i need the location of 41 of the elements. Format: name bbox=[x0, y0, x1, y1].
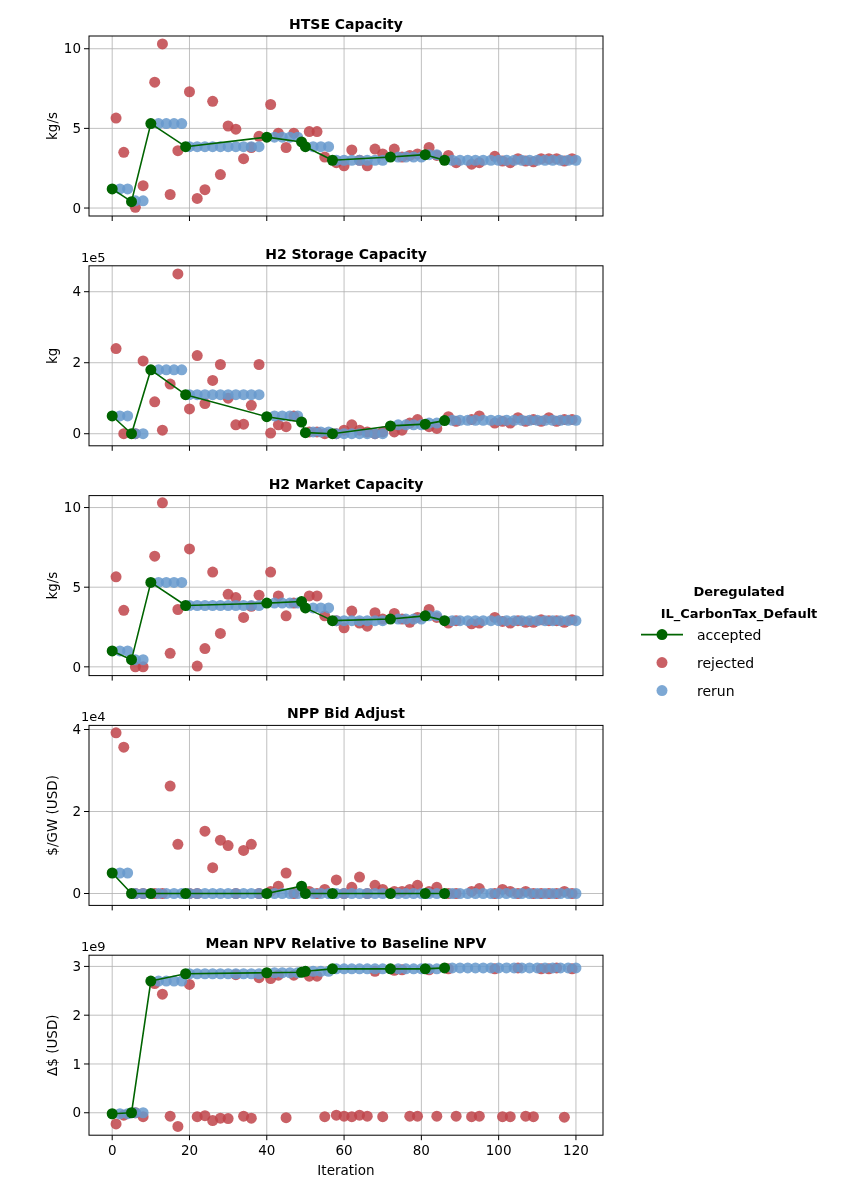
y-tick-label: 4 bbox=[72, 721, 81, 738]
y-tick-label: 4 bbox=[72, 283, 81, 300]
y-tick-label: 1 bbox=[72, 1055, 81, 1072]
text: 1e9 bbox=[81, 939, 106, 955]
y-axis-title: kg/s bbox=[44, 571, 60, 600]
x-tick-label: 80 bbox=[412, 1142, 430, 1159]
chart-title: NPP Bid Adjust bbox=[286, 705, 406, 722]
x-axis-title: Iteration bbox=[317, 1162, 375, 1179]
chart-title: H2 Storage Capacity bbox=[265, 245, 427, 262]
legend-label: rejected bbox=[697, 654, 755, 671]
x-tick-label: 120 bbox=[563, 1142, 589, 1159]
text: 1e4 bbox=[81, 709, 106, 725]
y-tick-label: 0 bbox=[72, 885, 81, 902]
legend-label: accepted bbox=[697, 626, 762, 643]
y-axis-title: kg/s bbox=[44, 112, 60, 140]
y-tick-label: 0 bbox=[72, 199, 81, 216]
y-tick-label: 0 bbox=[72, 658, 81, 675]
chart-title: Mean NPV Relative to Baseline NPV bbox=[205, 935, 487, 952]
x-tick-label: 0 bbox=[107, 1142, 117, 1159]
y-axis-title: Δ$ (USD) bbox=[44, 1014, 60, 1076]
legend-label: rerun bbox=[697, 682, 735, 699]
y-tick-label: 3 bbox=[72, 958, 81, 975]
chart-title: H2 Market Capacity bbox=[268, 475, 424, 492]
x-tick-label: 40 bbox=[258, 1142, 276, 1159]
y-tick-label: 2 bbox=[72, 354, 81, 371]
y-tick-label: 2 bbox=[72, 803, 81, 820]
y-tick-label: 2 bbox=[72, 1006, 81, 1023]
chart-title: HTSE Capacity bbox=[289, 16, 403, 32]
x-tick-label: 20 bbox=[180, 1142, 199, 1159]
y-tick-label: 5 bbox=[72, 120, 81, 137]
y-tick-label: 0 bbox=[72, 425, 81, 442]
y-axis-title: $/GW (USD) bbox=[44, 775, 60, 856]
text: 1e5 bbox=[81, 249, 106, 265]
y-axis-title: kg bbox=[44, 347, 60, 364]
x-tick-label: 100 bbox=[485, 1142, 512, 1159]
y-tick-label: 5 bbox=[72, 578, 81, 595]
legend-title: Deregulated IL_CarbonTax_Default bbox=[660, 583, 818, 622]
y-tick-label: 10 bbox=[63, 40, 81, 57]
y-tick-label: 0 bbox=[72, 1104, 81, 1121]
y-tick-label: 10 bbox=[63, 499, 81, 516]
x-tick-label: 60 bbox=[335, 1142, 353, 1159]
